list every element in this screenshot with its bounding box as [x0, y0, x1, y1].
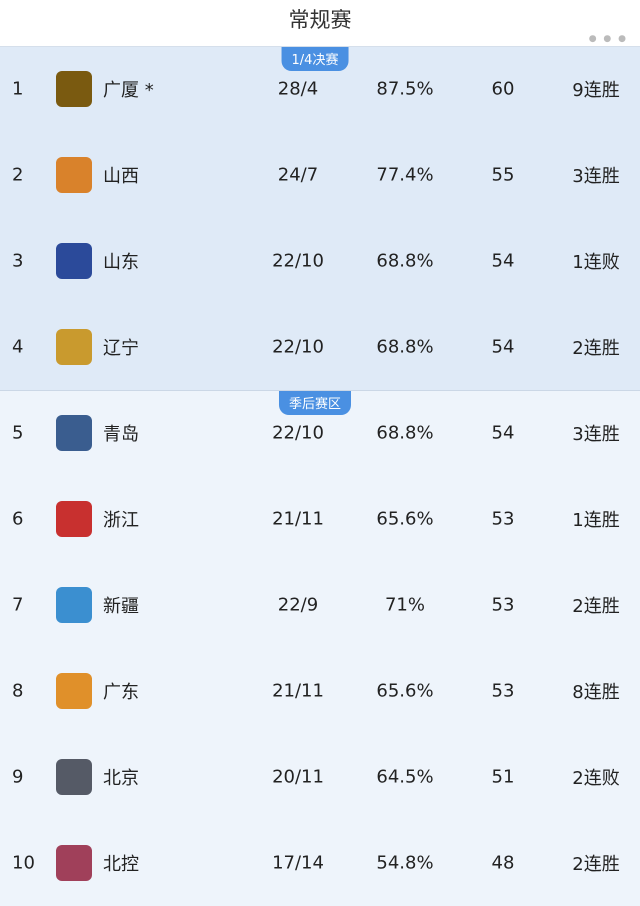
streak: 2连败 — [572, 768, 620, 789]
points: 55 — [491, 164, 515, 186]
win-loss: 21/11 — [272, 508, 324, 530]
standings-row[interactable]: 1 广厦 * 28/4 87.5% 60 9连胜 — [0, 46, 640, 132]
win-loss: 22/9 — [277, 594, 319, 616]
points: 53 — [491, 508, 515, 530]
points: 53 — [491, 594, 515, 616]
team-logo-icon — [56, 501, 92, 537]
team-name: 新疆 — [103, 596, 139, 617]
win-loss: 22/10 — [272, 250, 324, 272]
team-logo-icon — [56, 243, 92, 279]
rank: 9 — [12, 766, 24, 788]
team-logo-icon — [56, 71, 92, 107]
streak: 2连胜 — [572, 854, 620, 875]
team-name: 北控 — [103, 854, 139, 875]
win-pct: 77.4% — [376, 164, 434, 186]
points: 53 — [491, 680, 515, 702]
win-pct: 65.6% — [376, 508, 434, 530]
win-pct: 68.8% — [376, 422, 434, 444]
points: 54 — [491, 422, 515, 444]
standings-row[interactable]: 2 山西 24/7 77.4% 55 3连胜 — [0, 132, 640, 218]
team-logo-icon — [56, 759, 92, 795]
win-pct: 68.8% — [376, 336, 434, 358]
page-title: 常规赛 — [288, 8, 352, 32]
standings-row[interactable]: 7 新疆 22/9 71% 53 2连胜 — [0, 562, 640, 648]
win-loss: 20/11 — [272, 766, 324, 788]
win-loss: 22/10 — [272, 336, 324, 358]
team-name: 浙江 — [103, 510, 139, 531]
rank: 2 — [12, 164, 24, 186]
win-pct: 71% — [384, 594, 425, 616]
streak: 9连胜 — [572, 80, 620, 101]
points: 51 — [491, 766, 515, 788]
header: 常规赛 ● ● ● — [0, 0, 640, 47]
team-logo-icon — [56, 157, 92, 193]
streak: 2连胜 — [572, 596, 620, 617]
standings-row[interactable]: 8 广东 21/11 65.6% 53 8连胜 — [0, 648, 640, 734]
team-name: 辽宁 — [103, 338, 139, 359]
streak: 2连胜 — [572, 338, 620, 359]
quarterfinal-badge: 1/4决赛 — [281, 47, 349, 71]
rank: 1 — [12, 78, 24, 100]
standings-row[interactable]: 10 北控 17/14 54.8% 48 2连胜 — [0, 820, 640, 906]
streak: 8连胜 — [572, 682, 620, 703]
streak: 3连胜 — [572, 424, 620, 445]
rank: 5 — [12, 422, 24, 444]
team-name: 青岛 — [103, 424, 139, 445]
team-name: 北京 — [103, 768, 139, 789]
rank: 8 — [12, 680, 24, 702]
rank: 6 — [12, 508, 24, 530]
quarterfinal-zone — [0, 47, 640, 391]
win-loss: 22/10 — [272, 422, 324, 444]
win-pct: 68.8% — [376, 250, 434, 272]
points: 54 — [491, 336, 515, 358]
standings-row[interactable]: 3 山东 22/10 68.8% 54 1连败 — [0, 218, 640, 304]
rank: 3 — [12, 250, 24, 272]
win-loss: 21/11 — [272, 680, 324, 702]
team-name: 广厦 * — [103, 80, 154, 101]
team-logo-icon — [56, 329, 92, 365]
standings-row[interactable]: 9 北京 20/11 64.5% 51 2连败 — [0, 734, 640, 820]
streak: 3连胜 — [572, 166, 620, 187]
win-pct: 64.5% — [376, 766, 434, 788]
team-logo-icon — [56, 845, 92, 881]
team-name: 山西 — [103, 166, 139, 187]
points: 54 — [491, 250, 515, 272]
standings-row[interactable]: 4 辽宁 22/10 68.8% 54 2连胜 — [0, 304, 640, 390]
playoff-zone-badge: 季后赛区 — [278, 391, 352, 415]
streak: 1连胜 — [572, 510, 620, 531]
team-name: 广东 — [103, 682, 139, 703]
rank: 7 — [12, 594, 24, 616]
points: 60 — [491, 78, 515, 100]
win-loss: 24/7 — [277, 164, 319, 186]
standings-row[interactable]: 5 青岛 22/10 68.8% 54 3连胜 — [0, 390, 640, 476]
rank: 4 — [12, 336, 24, 358]
win-loss: 28/4 — [277, 78, 319, 100]
streak: 1连败 — [572, 252, 620, 273]
team-name: 山东 — [103, 252, 139, 273]
standings-row[interactable]: 6 浙江 21/11 65.6% 53 1连胜 — [0, 476, 640, 562]
team-logo-icon — [56, 587, 92, 623]
team-logo-icon — [56, 673, 92, 709]
win-pct: 87.5% — [376, 78, 434, 100]
win-pct: 65.6% — [376, 680, 434, 702]
team-logo-icon — [56, 415, 92, 451]
ellipsis-icon[interactable]: ● ● ● — [588, 34, 628, 44]
